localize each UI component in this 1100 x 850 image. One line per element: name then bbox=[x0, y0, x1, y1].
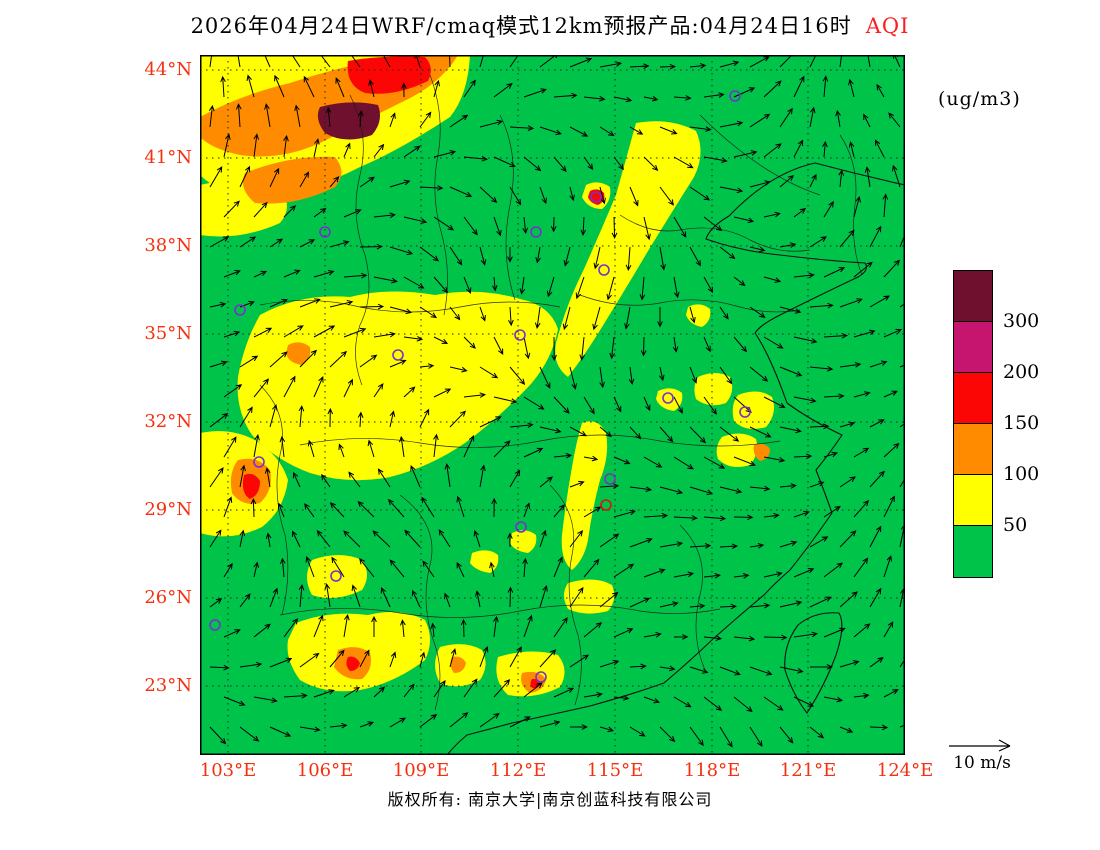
station-marker bbox=[392, 349, 404, 361]
pollutant-label: AQI bbox=[865, 14, 910, 38]
station-marker bbox=[234, 304, 246, 316]
color-scale-legend: 300 200 150 100 50 bbox=[953, 270, 1073, 580]
lat-label-41n: 41°N bbox=[144, 147, 192, 168]
lat-label-23n: 23°N bbox=[144, 675, 192, 696]
legend-cell-orange bbox=[954, 424, 992, 475]
page-title: 2026年04月24日WRF/cmaq模式12km预报产品:04月24日16时 A… bbox=[0, 10, 1100, 40]
lat-label-44n: 44°N bbox=[144, 59, 192, 80]
lat-label-26n: 26°N bbox=[144, 587, 192, 608]
legend-cell-red bbox=[954, 373, 992, 424]
station-marker bbox=[739, 406, 751, 418]
station-marker bbox=[515, 521, 527, 533]
station-marker bbox=[662, 392, 674, 404]
lon-label-121e: 121°E bbox=[779, 760, 837, 781]
station-marker-layer bbox=[209, 90, 751, 683]
lon-label-124e: 124°E bbox=[876, 760, 934, 781]
station-marker bbox=[535, 671, 547, 683]
forecast-map bbox=[200, 55, 905, 755]
map-canvas bbox=[200, 55, 905, 755]
taiwan-island bbox=[784, 612, 843, 714]
legend-value-300: 300 bbox=[1003, 310, 1040, 332]
lon-label-118e: 118°E bbox=[683, 760, 741, 781]
wind-scale-arrow-icon bbox=[949, 739, 1011, 752]
station-marker bbox=[729, 90, 741, 102]
legend-cell-green bbox=[954, 526, 992, 577]
lon-label-109e: 109°E bbox=[392, 760, 450, 781]
wind-vector-field bbox=[208, 55, 905, 748]
station-marker bbox=[598, 264, 610, 276]
station-marker bbox=[604, 473, 616, 485]
lon-label-115e: 115°E bbox=[586, 760, 644, 781]
legend-value-200: 200 bbox=[1003, 361, 1040, 383]
aqi-red-regions bbox=[242, 56, 605, 689]
station-marker bbox=[514, 329, 526, 341]
legend-value-50: 50 bbox=[1003, 514, 1028, 536]
page-title-text: 2026年04月24日WRF/cmaq模式12km预报产品:04月24日16时 bbox=[190, 14, 852, 38]
station-marker bbox=[209, 619, 221, 631]
lat-label-32n: 32°N bbox=[144, 411, 192, 432]
lon-label-103e: 103°E bbox=[199, 760, 257, 781]
station-marker bbox=[590, 191, 602, 203]
lon-label-106e: 106°E bbox=[296, 760, 354, 781]
station-marker bbox=[319, 226, 331, 238]
province-boundaries bbox=[259, 74, 863, 711]
wind-scale-label: 10 m/s bbox=[953, 753, 1011, 773]
legend-cell-magenta bbox=[954, 322, 992, 373]
station-marker bbox=[600, 499, 612, 511]
wind-vector-layer bbox=[208, 55, 905, 748]
wind-scale: 10 m/s bbox=[942, 735, 1022, 780]
legend-color-bar bbox=[953, 270, 993, 578]
station-marker bbox=[330, 570, 342, 582]
station-marker bbox=[253, 456, 265, 468]
units-label: (ug/m3) bbox=[938, 88, 1021, 110]
legend-cell-yellow bbox=[954, 475, 992, 526]
lat-label-29n: 29°N bbox=[144, 499, 192, 520]
aqi-maroon-regions bbox=[317, 102, 380, 140]
legend-value-150: 150 bbox=[1003, 412, 1040, 434]
station-marker bbox=[530, 226, 542, 238]
map-border bbox=[200, 55, 905, 755]
copyright-text: 版权所有: 南京大学|南京创蓝科技有限公司 bbox=[387, 790, 713, 809]
legend-value-100: 100 bbox=[1003, 463, 1040, 485]
lat-label-35n: 35°N bbox=[144, 323, 192, 344]
lat-label-38n: 38°N bbox=[144, 235, 192, 256]
legend-cell-maroon bbox=[954, 271, 992, 322]
lon-label-112e: 112°E bbox=[489, 760, 547, 781]
